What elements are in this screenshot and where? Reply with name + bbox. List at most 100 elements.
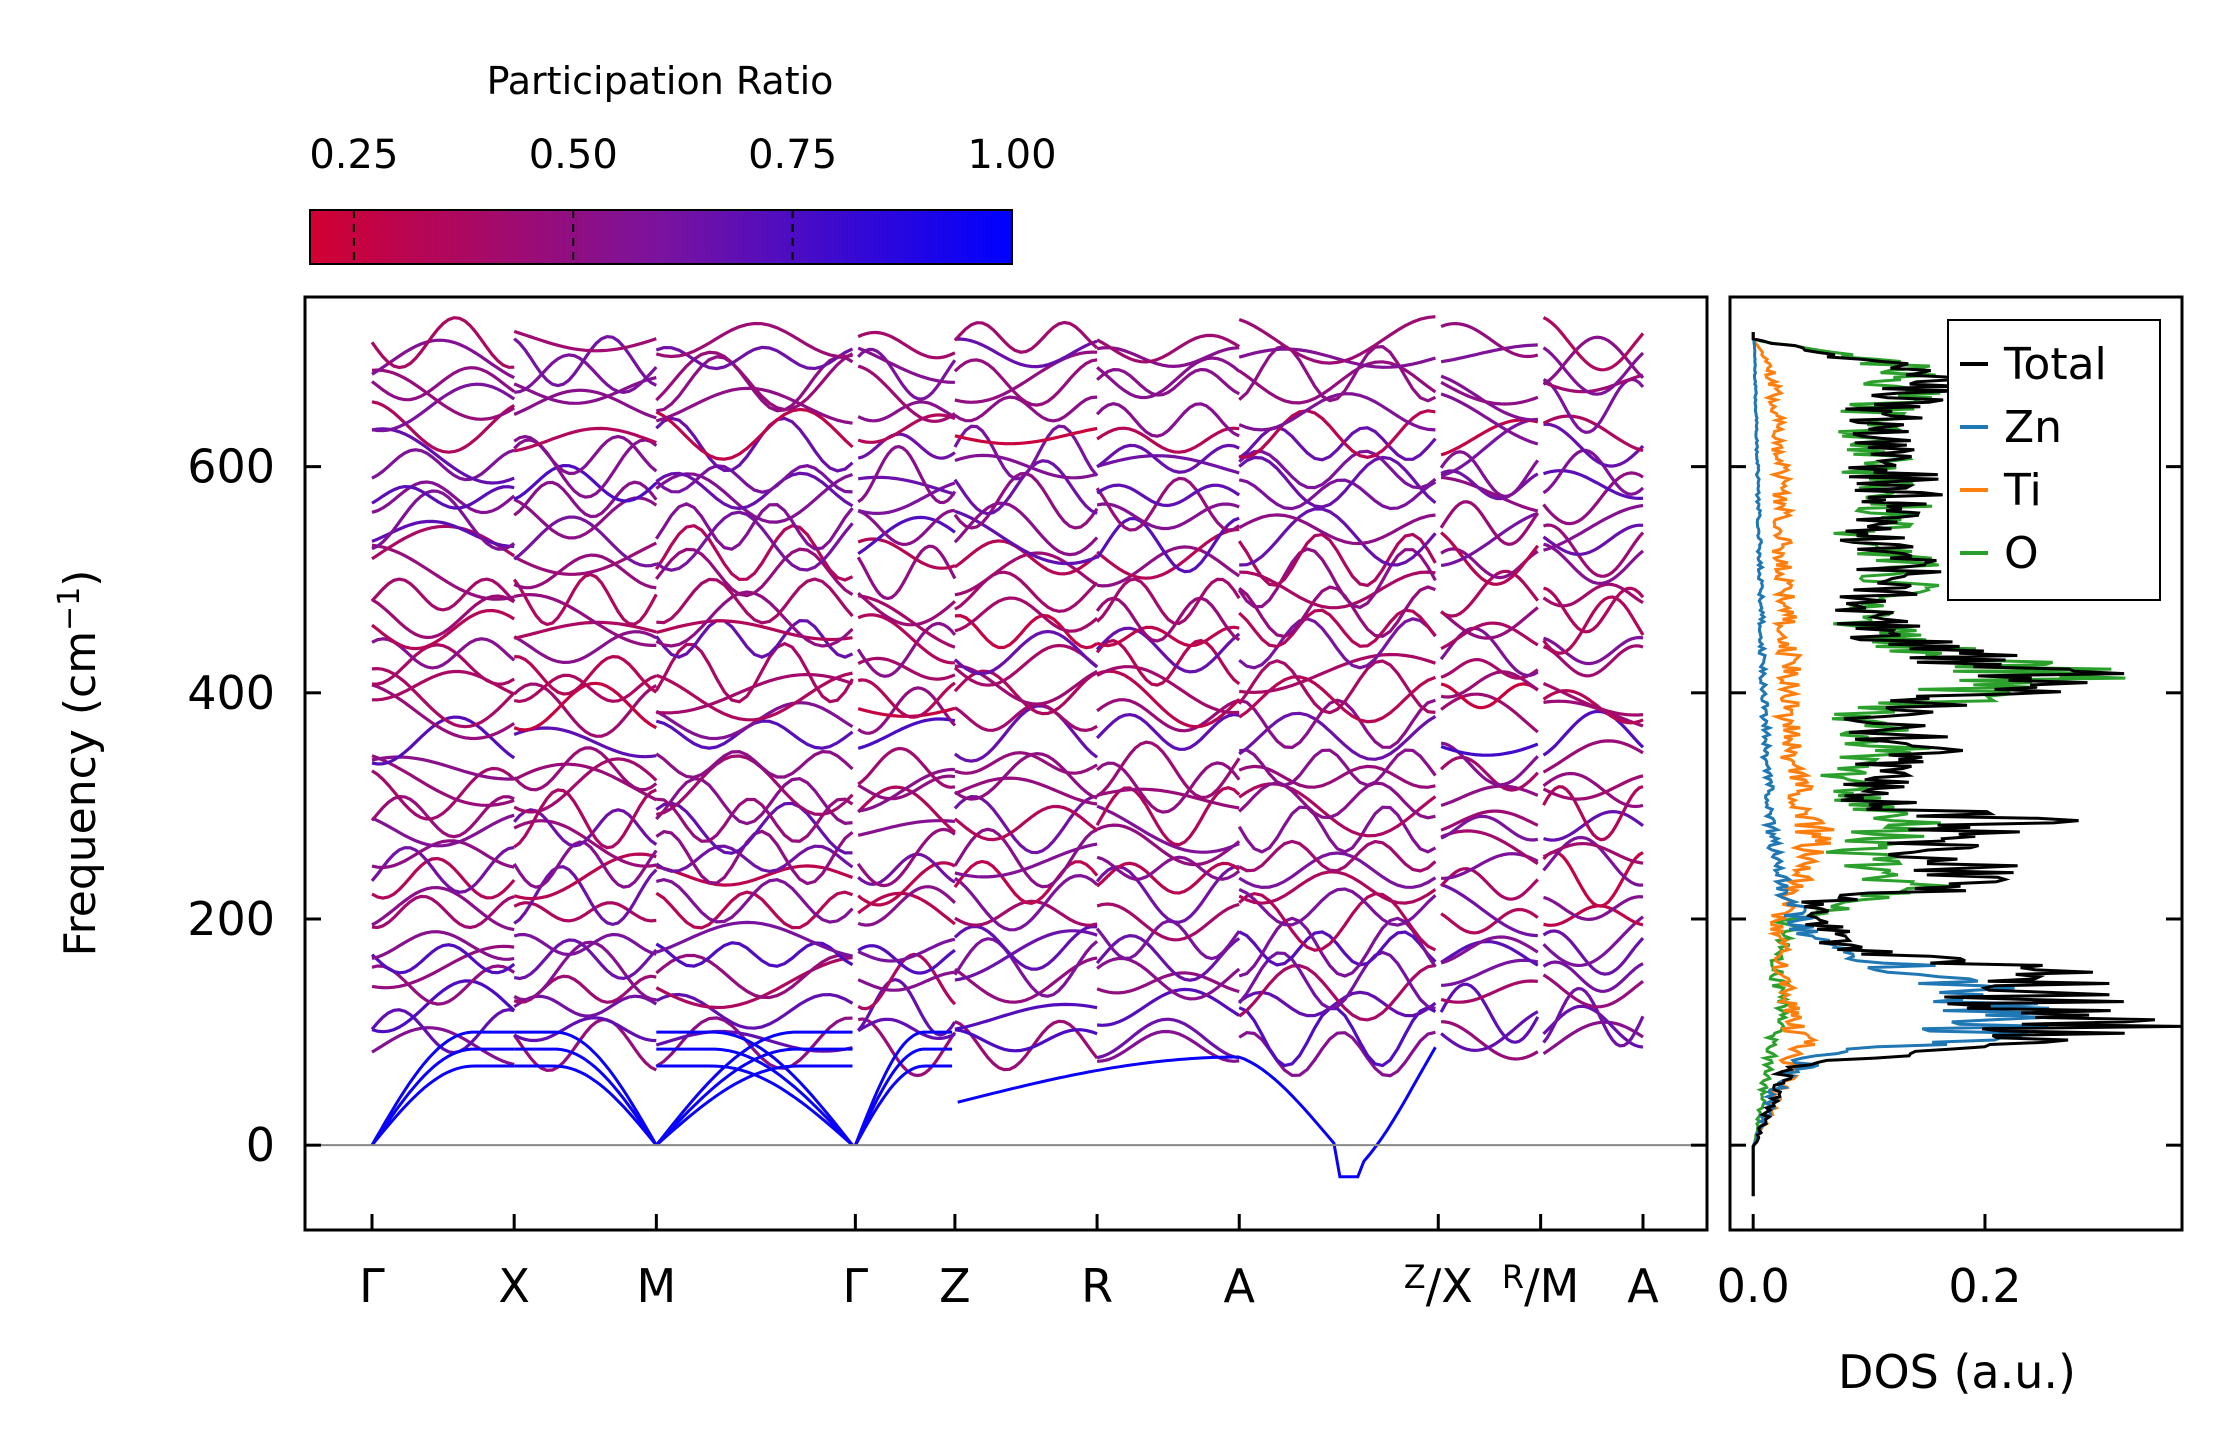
- acoustic-band-line: [656, 1047, 854, 1147]
- acoustic-band-line: [514, 1064, 658, 1147]
- optical-band-line: [370, 316, 515, 370]
- optical-band-line: [1095, 476, 1241, 532]
- optical-band-line: [1543, 895, 1644, 922]
- optical-band-line: [954, 929, 1098, 982]
- optical-band-line: [371, 944, 515, 990]
- optical-band-line: [1238, 392, 1436, 432]
- optical-band-line: [371, 839, 515, 870]
- optical-band-line: [513, 994, 658, 1018]
- optical-band-line: [371, 608, 516, 651]
- acoustic-band-line: [655, 1064, 853, 1147]
- optical-band-line: [954, 596, 1099, 633]
- optical-band-line: [513, 726, 657, 759]
- optical-band-line: [513, 746, 658, 792]
- optical-band-line: [857, 944, 956, 975]
- optical-band-line: [1238, 781, 1436, 820]
- optical-band-line: [953, 956, 1098, 1004]
- band-structure-panel: 0 200 400 600 Γ X M Γ Z R A Z/X R/M A Frequency (cm−1…: [52, 295, 1709, 1313]
- acoustic-band-line: [370, 1047, 515, 1147]
- optical-band-line: [1542, 739, 1644, 774]
- colorbar-gradient: [309, 209, 1013, 265]
- optical-band-line: [1238, 675, 1436, 724]
- optical-band-line: [1096, 367, 1240, 397]
- dos-legend: Total Zn Ti O: [1947, 319, 2161, 601]
- optical-band-line: [1238, 839, 1437, 873]
- optical-band-line: [1440, 809, 1539, 832]
- optical-band-line: [654, 502, 854, 551]
- k-point-label: X: [498, 1259, 530, 1313]
- optical-band-line: [655, 407, 854, 461]
- acoustic-band-line: [370, 1030, 515, 1146]
- optical-band-line: [1238, 478, 1437, 511]
- optical-band-line: [1439, 450, 1540, 498]
- colorbar: Participation Ratio 0.25 0.50 0.75 1.00: [309, 59, 1057, 265]
- optical-band-line: [857, 937, 956, 963]
- optical-band-line: [1440, 829, 1539, 866]
- optical-band-line: [1095, 712, 1240, 751]
- optical-band-line: [953, 358, 1098, 407]
- optical-band-line: [1440, 814, 1539, 842]
- optical-band-line: [954, 613, 1098, 650]
- optical-band-line: [856, 827, 956, 888]
- optical-band-line: [1238, 990, 1437, 1018]
- optical-band-line: [857, 347, 957, 401]
- optical-band-line: [1440, 569, 1540, 618]
- optical-band-line: [654, 641, 854, 704]
- optical-band-line: [1542, 471, 1644, 526]
- optical-band-line: [857, 1017, 957, 1078]
- optical-band-line: [1095, 919, 1241, 961]
- optical-band-line: [370, 577, 516, 612]
- optical-band-line: [1542, 709, 1645, 757]
- optical-band-line: [954, 776, 1098, 806]
- optical-band-line: [953, 873, 1099, 932]
- optical-band-line: [1439, 867, 1539, 901]
- optical-band-line: [1542, 523, 1644, 557]
- optical-band-line: [655, 618, 854, 659]
- optical-band-line: [512, 572, 658, 627]
- optical-band-line: [371, 366, 516, 402]
- optical-band-line: [513, 938, 658, 981]
- optical-band-line: [1543, 809, 1644, 842]
- optical-band-line: [655, 749, 854, 779]
- k-point-label: Γ: [843, 1259, 869, 1313]
- optical-band-line: [954, 1019, 1099, 1072]
- dos-panel: 0.0 0.2 DOS (a.u.) Total Zn Ti O: [1717, 295, 2184, 1399]
- optical-band-line: [370, 845, 515, 894]
- optical-band-line: [1096, 855, 1241, 881]
- optical-band-line: [371, 894, 515, 930]
- colorbar-title: Participation Ratio: [487, 59, 834, 103]
- optical-band-line: [1238, 930, 1437, 967]
- optical-band-line: [1237, 547, 1437, 610]
- optical-band-line: [513, 865, 658, 927]
- acoustic-band-line: [656, 1064, 854, 1147]
- optical-band-line: [1239, 570, 1436, 610]
- optical-band-line: [655, 864, 854, 887]
- optical-band-line: [1542, 1020, 1644, 1056]
- optical-band-line: [857, 432, 956, 460]
- optical-band-line: [1096, 426, 1240, 454]
- k-point-label: R: [1081, 1259, 1113, 1313]
- optical-band-line: [1238, 764, 1436, 789]
- optical-band-line: [953, 320, 1099, 354]
- optical-band-line: [1096, 545, 1241, 588]
- k-point-label-sup: Z: [1404, 1258, 1426, 1296]
- dos-series-line-zn: [1751, 332, 2050, 1197]
- optical-band-line: [1238, 963, 1436, 1022]
- optical-band-line: [512, 840, 658, 889]
- optical-band-line: [1238, 449, 1437, 490]
- optical-band-line: [1096, 956, 1241, 1001]
- dos-x-tick-label: 0.0: [1717, 1259, 1790, 1313]
- optical-band-line: [1542, 635, 1644, 666]
- optical-band-line: [1440, 682, 1539, 710]
- optical-band-line: [1096, 665, 1240, 715]
- optical-band-line: [1440, 374, 1538, 422]
- optical-band-line: [1096, 971, 1240, 995]
- optical-band-line: [954, 337, 1098, 369]
- optical-band-line: [371, 382, 516, 433]
- optical-band-line: [1440, 475, 1539, 513]
- optical-band-line: [1440, 469, 1539, 501]
- legend-label-total: Total: [2003, 339, 2107, 390]
- optical-band-line: [857, 746, 956, 789]
- optical-band-line: [1542, 644, 1644, 678]
